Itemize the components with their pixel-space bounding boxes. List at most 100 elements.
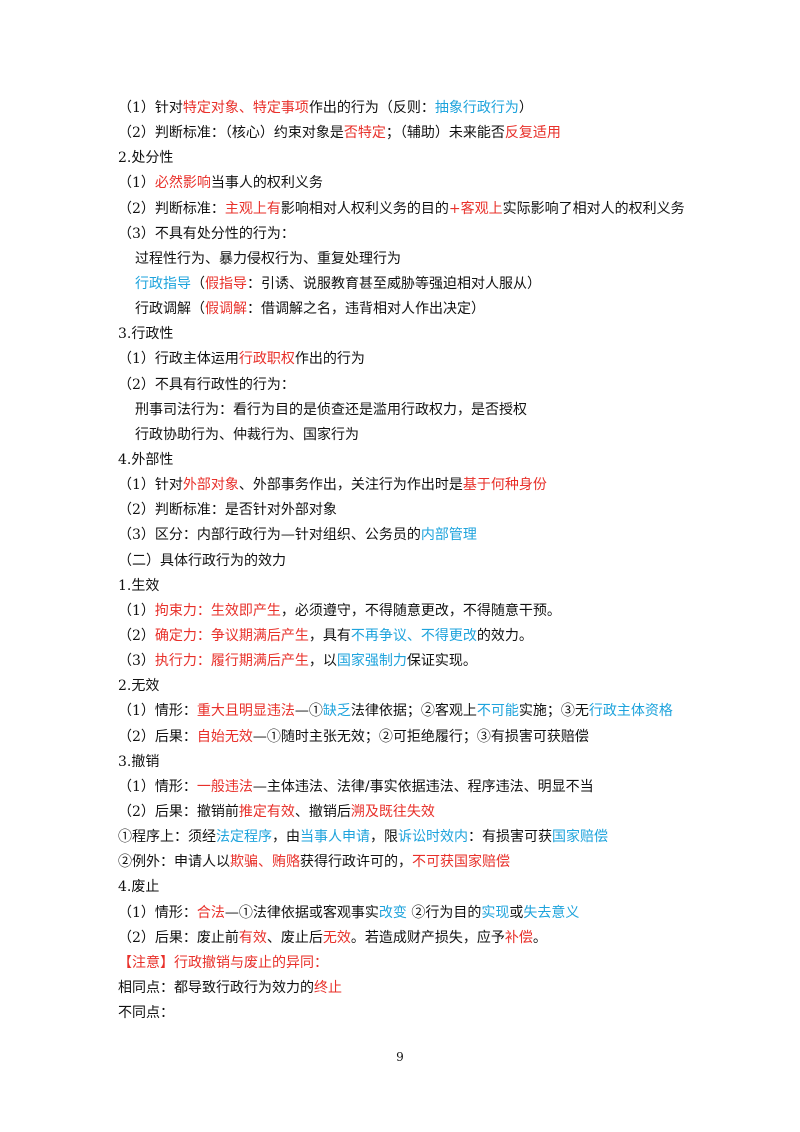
highlight-text: 确定力：争议期满后产生 [154, 627, 309, 644]
text-run: （二）具体行政行为的效力 [118, 552, 286, 569]
text-run: （2）判断标准： [118, 200, 225, 217]
text-line: 刑事司法行为：看行为目的是侦查还是滥用行政权力，是否授权 [118, 398, 718, 423]
highlight-text: 法定程序 [216, 829, 272, 846]
text-line: （1）情形：合法—①法律依据或客观事实改变 ②行为目的实现或失去意义 [118, 901, 718, 926]
text-run: （1）情形： [118, 703, 197, 720]
text-line: （2）判断标准：是否针对外部对象 [118, 498, 718, 523]
text-run: ，限 [370, 829, 398, 846]
highlight-text: 拘束力：生效即产生 [154, 602, 281, 619]
text-run: ：引诱、说服教育甚至威胁等强迫相对人服从） [247, 275, 541, 292]
highlight-text: 外部对象 [182, 477, 239, 494]
highlight-text: 主观上有 [224, 200, 281, 217]
text-line: （3）不具有处分性的行为： [118, 222, 718, 247]
highlight-text: 诉讼时效内 [398, 829, 468, 846]
highlight-text: 当事人申请 [300, 829, 370, 846]
text-run: （1） [118, 602, 155, 619]
text-run: ，具有 [308, 627, 351, 644]
text-line: （1）情形：一般违法—主体违法、法律/事实依据违法、程序违法、明显不当 [118, 775, 718, 800]
text-run: 过程性行为、暴力侵权行为、重复处理行为 [135, 250, 401, 267]
text-line: （2）后果：自始无效—①随时主张无效；②可拒绝履行；③有损害可获赔偿 [118, 725, 718, 750]
text-line: （2）判断标准：主观上有影响相对人权利义务的目的+客观上实际影响了相对人的权利义… [118, 197, 718, 222]
text-line: 相同点：都导致行政行为效力的终止 [118, 976, 718, 1001]
text-run: 、外部事务作出，关注行为作出时是 [238, 477, 463, 494]
highlight-text: 不可能 [476, 703, 519, 720]
text-run: （1）情形： [118, 778, 197, 795]
highlight-text: 假指导 [205, 275, 247, 292]
highlight-text: 执行力：履行期满后产生 [154, 653, 309, 670]
text-run: （1）针对 [118, 477, 183, 494]
highlight-text: 内部管理 [420, 527, 477, 544]
highlight-text: 行政职权 [238, 351, 295, 368]
text-line: 行政协助行为、仲裁行为、国家行为 [118, 423, 718, 448]
text-line: （1）行政主体运用行政职权作出的行为 [118, 347, 718, 372]
text-run: 3.撤销 [118, 753, 160, 770]
text-run: 行政调解（ [135, 301, 205, 318]
text-line: 2.处分性 [118, 146, 718, 171]
text-line: （2）后果：废止前有效、废止后无效。若造成财产损失，应予补偿。 [118, 926, 718, 951]
text-line: （1）针对外部对象、外部事务作出，关注行为作出时是基于何种身份 [118, 473, 718, 498]
highlight-text: 改变 [378, 904, 407, 921]
text-line: 1.生效 [118, 574, 718, 599]
text-line: ①程序上：须经法定程序，由当事人申请，限诉讼时效内：有损害可获国家赔偿 [118, 825, 718, 850]
text-run: ：借调解之名，违背相对人作出决定） [247, 301, 485, 318]
highlight-text: 不可获国家赔偿 [412, 854, 510, 871]
text-run: 实施；③无 [518, 703, 589, 720]
text-line: 行政调解（假调解：借调解之名，违背相对人作出决定） [118, 297, 718, 322]
text-line: （1）拘束力：生效即产生，必须遵守，不得随意更改，不得随意干预。 [118, 599, 718, 624]
text-run: 2.无效 [118, 678, 160, 695]
highlight-text: 必然影响 [154, 175, 211, 192]
text-run: ，必须遵守，不得随意更改，不得随意干预。 [280, 602, 561, 619]
highlight-text: 一般违法 [196, 778, 253, 795]
text-run: 4.废止 [118, 879, 160, 896]
highlight-text: 特定对象、特定事项 [182, 100, 309, 116]
text-line: （1）情形：重大且明显违法—①缺乏法律依据；②客观上不可能实施；③无行政主体资格 [118, 699, 718, 724]
text-line: 4.废止 [118, 875, 718, 900]
text-run: ②例外：申请人以 [118, 854, 230, 871]
text-run: —① [294, 703, 323, 720]
highlight-text: 失去意义 [523, 904, 580, 921]
text-run: 不同点： [118, 1005, 174, 1022]
highlight-text: 欺骗、贿赂 [230, 854, 300, 871]
text-run: 行政协助行为、仲裁行为、国家行为 [135, 426, 359, 443]
text-line: （2）确定力：争议期满后产生，具有不再争议、不得更改的效力。 [118, 624, 718, 649]
text-body: （1）针对特定对象、特定事项作出的行为（反则：抽象行政行为） （2）判断标准：（核… [118, 96, 718, 1026]
text-line: （2）不具有行政性的行为： [118, 373, 718, 398]
text-run: 实际影响了相对人的权利义务 [502, 200, 685, 217]
highlight-text: 无效 [322, 929, 351, 946]
text-run: ：有损害可获 [468, 829, 552, 846]
text-run: 获得行政许可的， [300, 854, 412, 871]
text-line: （3）执行力：履行期满后产生，以国家强制力保证实现。 [118, 649, 718, 674]
text-run: 影响相对人权利义务的目的 [280, 200, 449, 217]
text-line: 3.撤销 [118, 750, 718, 775]
highlight-text: 有效 [238, 929, 267, 946]
text-line: （2）判断标准：（核心）约束对象是否特定；（辅助）未来能否反复适用 [118, 121, 718, 146]
text-run: 的效力。 [476, 627, 533, 644]
highlight-text: 国家强制力 [336, 653, 407, 670]
text-run: —主体违法、法律/事实依据违法、程序违法、明显不当 [252, 778, 594, 795]
text-run: 保证实现。 [406, 653, 477, 670]
text-line: （二）具体行政行为的效力 [118, 549, 718, 574]
text-line: 行政指导（假指导：引诱、说服教育甚至威胁等强迫相对人服从） [118, 272, 718, 297]
text-line: （2）后果：撤销前推定有效、撤销后溯及既往失效 [118, 800, 718, 825]
text-run: 刑事司法行为：看行为目的是侦查还是滥用行政权力，是否授权 [135, 401, 527, 418]
highlight-text: +客观上 [448, 200, 503, 217]
text-run: 。若造成财产损失，应予 [350, 929, 505, 946]
text-run: 1.生效 [118, 577, 160, 594]
highlight-text: 反复适用 [504, 125, 561, 142]
highlight-text: 行政指导 [135, 275, 191, 292]
text-run: ，由 [272, 829, 300, 846]
highlight-text: 补偿 [504, 929, 533, 946]
text-run: （1）情形： [118, 904, 197, 921]
text-run: ；（辅助）未来能否 [385, 125, 505, 142]
text-run: （2）不具有行政性的行为： [118, 376, 295, 393]
text-run: ） [518, 100, 533, 116]
highlight-text: 缺乏 [322, 703, 351, 720]
text-run: ②行为目的 [406, 904, 482, 921]
highlight-text: 合法 [196, 904, 225, 921]
highlight-text: 国家赔偿 [552, 829, 608, 846]
highlight-text: 行政主体资格 [588, 703, 673, 720]
text-run: 作出的行为（反则： [308, 100, 435, 116]
page-number: 9 [396, 1050, 404, 1064]
highlight-text: 否特定 [343, 125, 386, 142]
